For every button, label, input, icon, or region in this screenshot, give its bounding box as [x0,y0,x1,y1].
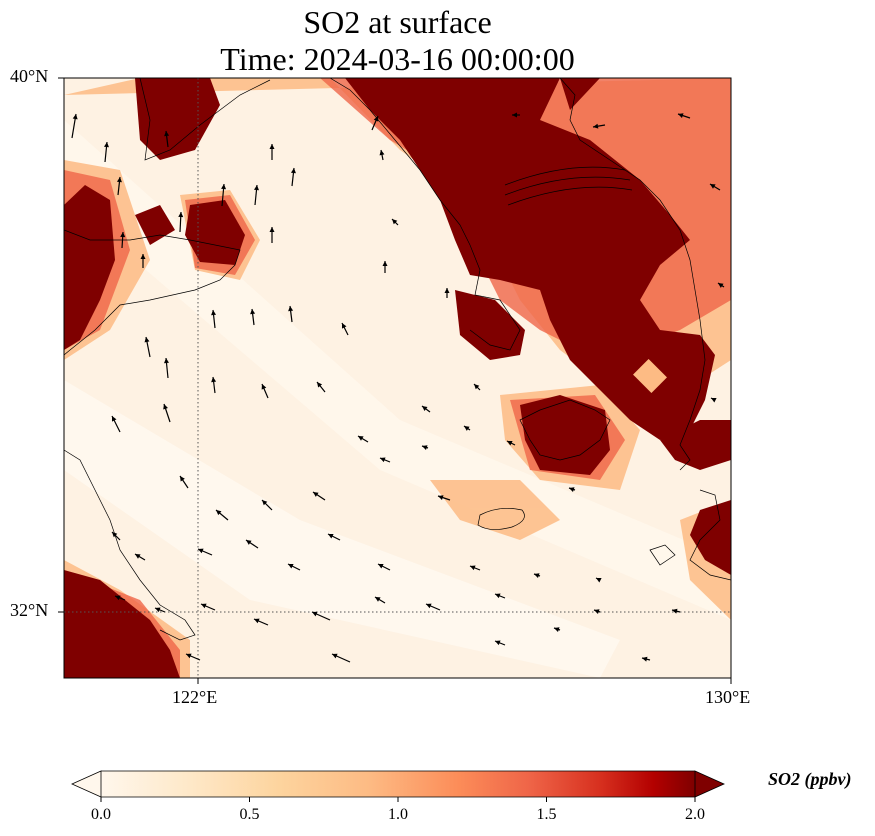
wind-arrow-head [216,510,222,516]
colorbar-tick-label: 0.0 [91,806,111,823]
wind-arrow-head [554,627,560,632]
wind-arrow-head [290,168,296,174]
wind-arrow-head [438,495,444,500]
wind-arrow-head [507,441,513,446]
wind-arrow-head [155,607,161,613]
wind-arrow-head [288,306,294,312]
wind-arrow-head [342,323,347,329]
wind-arrow-head [313,492,319,497]
wind-arrow-head [444,288,450,293]
wind-arrow-head [180,476,185,482]
wind-arrow-head [163,404,168,410]
wind-arrow-head [332,653,338,659]
colorbar-tick-label: 1.0 [388,806,408,823]
wind-arrow-head [221,184,227,190]
gridlines [64,78,731,678]
colorbar-tick-label: 2.0 [685,806,705,823]
wind-arrow-head [380,457,386,463]
wind-arrow-head [474,384,480,390]
wind-arrow-head [254,185,259,191]
wind-arrow-head [711,398,717,403]
wind-arrow-head [135,554,141,559]
lon-label-130e: 130°E [705,687,751,707]
so2-low-band [64,380,620,678]
colorbar [71,770,725,802]
wind-vectors [71,112,725,663]
colorbar-tick-label: 0.5 [239,806,260,823]
wind-arrow-head [328,534,334,539]
wind-arrow-head [495,640,501,646]
wind-arrow-head [470,565,476,571]
wind-arrow-head [375,597,381,602]
wind-arrow-head [678,113,684,118]
wind-arrow-head [710,184,716,189]
wind-arrow-head [201,603,207,609]
wind-arrow-head [211,310,217,316]
wind-arrow-head [115,595,121,601]
colorbar-tick-label: 1.5 [536,806,557,823]
wind-arrow-head [373,116,379,122]
wind-arrow-head [140,254,146,259]
wind-arrow-head [144,337,150,343]
wind-arrow-head [72,114,78,120]
coastlines [64,78,731,641]
wind-arrow-head [642,656,648,662]
wind-arrow-head [378,564,384,569]
wind-arrow-head [718,283,724,288]
wind-arrow-head [164,131,170,137]
wind-arrow-head [317,382,323,388]
so2-low-band [64,120,731,620]
map-frame [63,77,732,679]
axis-ticks [58,77,732,684]
wind-arrow-head [186,653,192,659]
wind-arrow-head [593,123,599,129]
wind-arrow-head [288,564,294,569]
so2-field [64,78,731,678]
wind-arrow-head [569,487,575,492]
map-time: Time: 2024-03-16 00:00:00 [220,41,575,77]
wind-arrow-head [269,144,275,149]
wind-arrow-head [596,578,602,583]
wind-arrow-head [672,608,678,614]
wind-arrow-head [262,500,268,506]
wind-arrow-head [211,377,217,383]
wind-arrow-head [269,227,275,232]
wind-arrow-head [426,603,432,609]
wind-arrow-head [246,540,252,545]
wind-arrow-head [178,212,184,218]
lat-label-32n: 32°N [10,600,49,620]
wind-arrow-head [250,309,256,315]
wind-arrow-head [382,261,388,266]
wind-arrow-head [112,532,118,538]
wind-arrow-head [495,593,501,599]
colorbar-max-extend [694,770,725,798]
colorbar-min-extend [71,770,102,798]
wind-arrow-head [104,142,109,148]
map-title: SO2 at surface [303,4,492,40]
wind-arrow-head [512,112,517,118]
wind-arrow-head [464,426,470,431]
so2-local-minimum [633,359,667,393]
wind-arrow-head [594,609,600,614]
wind-arrow-head [392,219,398,225]
wind-arrow-head [261,384,267,390]
colorbar-gradient [101,771,695,797]
wind-arrow-head [198,548,204,554]
wind-arrow-head [254,618,260,624]
wind-arrow-head [358,436,364,441]
lat-label-40n: 40°N [10,66,49,86]
colorbar-label: SO2 (ppbv) [768,769,852,789]
wind-arrow-head [164,358,169,364]
wind-arrow-head [312,611,318,617]
wind-arrow-head [116,177,122,183]
wind-arrow-head [422,445,428,450]
lon-label-122e: 122°E [172,687,218,707]
wind-arrow-head [422,406,428,411]
wind-arrow-head [112,416,117,422]
wind-arrow-head [379,150,385,156]
wind-arrow-head [534,573,540,578]
wind-arrow-head [120,232,126,238]
